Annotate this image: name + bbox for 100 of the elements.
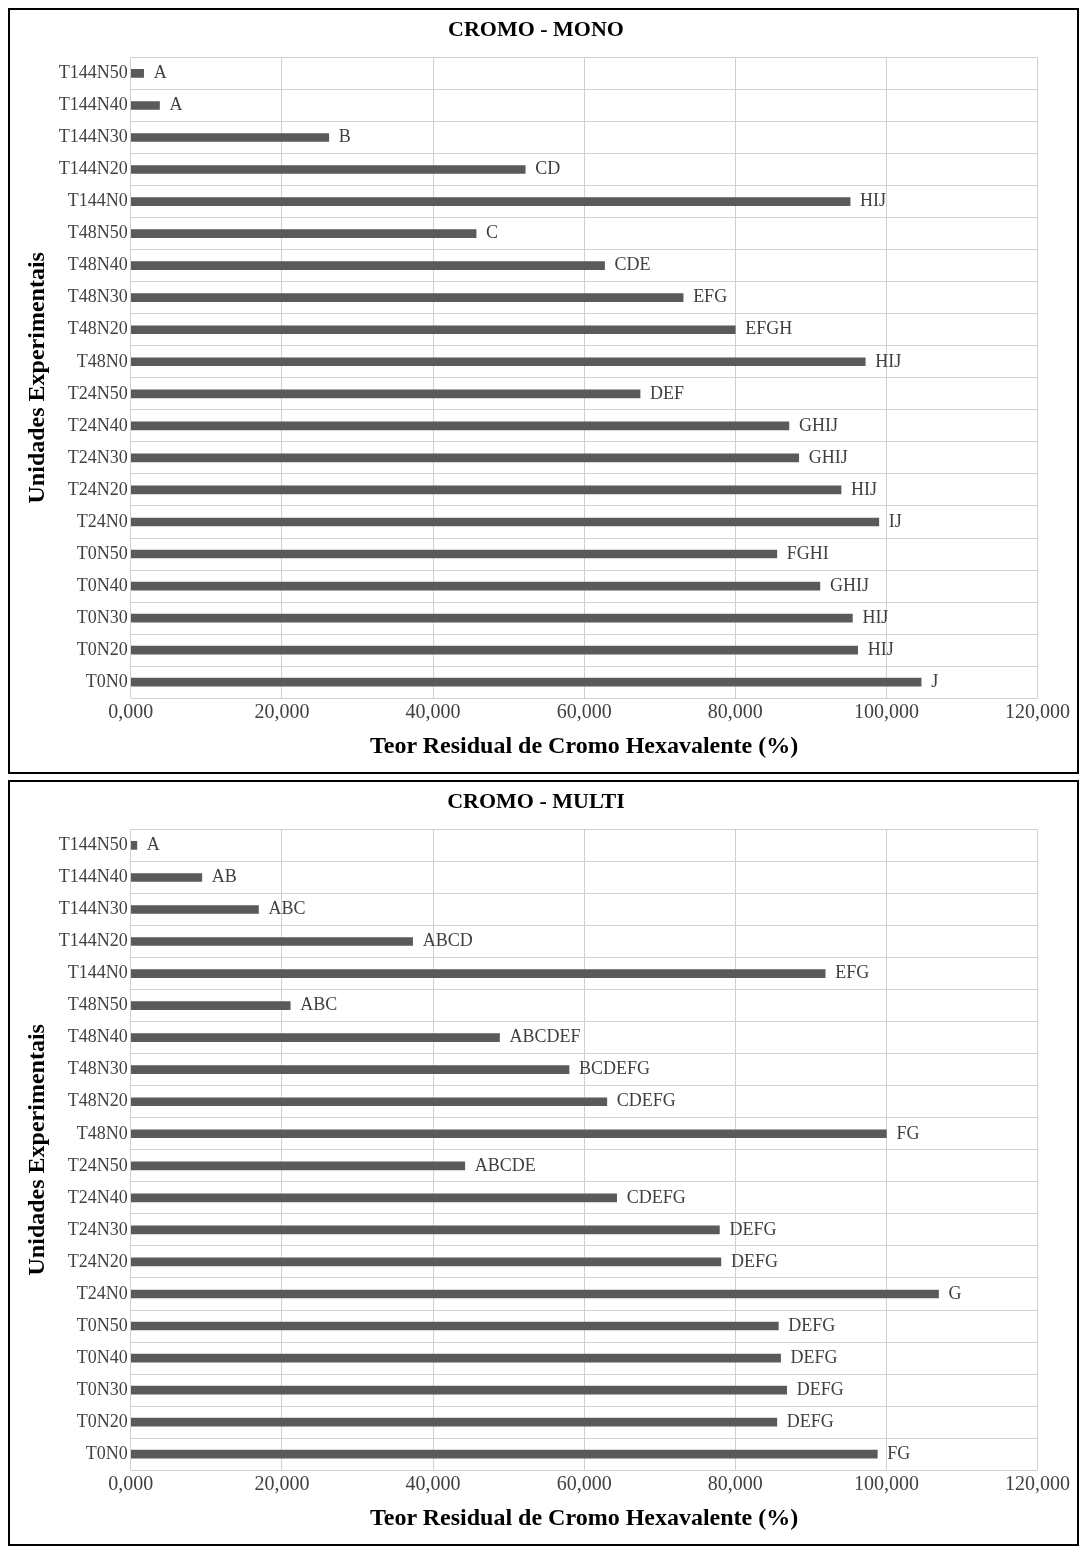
y-tick-label: T48N50: [67, 994, 128, 1015]
y-tick-label: T48N20: [67, 318, 128, 339]
x-tick-label: 100,000: [853, 700, 919, 723]
x-axis-title: Teor Residual de Cromo Hexavalente (%): [370, 731, 799, 758]
y-tick-label: T24N20: [67, 478, 128, 499]
data-label: GHIJ: [798, 414, 838, 435]
bar: [130, 1417, 778, 1427]
data-label: FG: [896, 1122, 920, 1143]
x-tick-label: 120,000: [1005, 700, 1070, 723]
bar: [130, 613, 853, 623]
bar: [130, 1161, 466, 1171]
bar: [130, 517, 880, 527]
y-tick-label: T24N40: [67, 414, 128, 435]
data-label: EFGH: [745, 318, 793, 339]
y-tick-label: T24N50: [67, 1154, 128, 1175]
bar: [130, 1353, 781, 1363]
y-tick-label: T144N0: [67, 962, 128, 983]
bar: [130, 1065, 570, 1075]
bar: [130, 1257, 722, 1267]
y-tick-label: T0N40: [76, 574, 128, 595]
x-tick-label: 40,000: [405, 700, 461, 723]
bar: [130, 645, 858, 655]
y-tick-label: T48N20: [67, 1090, 128, 1111]
data-label: HIJ: [862, 606, 889, 627]
data-label: GHIJ: [808, 446, 848, 467]
bar: [130, 389, 641, 399]
data-label: EFG: [835, 962, 870, 983]
y-tick-label: T0N30: [76, 606, 128, 627]
bar: [130, 485, 842, 495]
bar: [130, 1321, 779, 1331]
data-label: DEF: [650, 382, 685, 403]
data-label: DEFG: [729, 1218, 777, 1239]
bar: [130, 165, 526, 174]
y-tick-label: T24N30: [67, 1218, 128, 1239]
data-label: ABC: [268, 898, 306, 919]
data-label: BCDEFG: [579, 1058, 651, 1079]
y-tick-label: T144N40: [58, 94, 128, 115]
bar: [130, 1129, 887, 1139]
x-tick-label: 80,000: [707, 700, 763, 723]
data-label: A: [146, 834, 160, 855]
bar: [130, 69, 144, 78]
y-tick-label: T144N0: [67, 190, 128, 211]
y-tick-label: T48N30: [67, 286, 128, 307]
y-axis-title: Unidades Experimentais: [22, 252, 49, 504]
y-axis-title: Unidades Experimentais: [22, 1024, 49, 1276]
bar: [130, 677, 922, 687]
x-tick-label: 20,000: [254, 1472, 310, 1495]
y-tick-label: T0N30: [76, 1378, 128, 1399]
x-tick-label: 100,000: [853, 1472, 919, 1495]
x-tick-label: 80,000: [707, 1472, 763, 1495]
bar: [130, 1033, 500, 1042]
bar: [130, 1385, 787, 1395]
data-label: AB: [211, 866, 237, 887]
bar: [130, 325, 736, 335]
data-label: DEFG: [796, 1378, 844, 1399]
data-label: FG: [887, 1442, 911, 1463]
bar: [130, 873, 203, 882]
chart-title: CROMO - MULTI: [447, 787, 625, 813]
bar: [130, 421, 790, 431]
bar: [130, 905, 259, 914]
x-tick-label: 60,000: [556, 1472, 612, 1495]
data-label: A: [169, 94, 183, 115]
bar: [130, 1001, 291, 1010]
data-label: HIJ: [867, 638, 894, 659]
y-tick-label: T0N50: [76, 542, 128, 563]
y-tick-label: T24N20: [67, 1250, 128, 1271]
y-tick-label: T24N0: [76, 510, 128, 531]
y-tick-label: T24N40: [67, 1186, 128, 1207]
bar: [130, 261, 605, 270]
y-tick-label: T48N0: [76, 1122, 128, 1143]
y-tick-label: T48N40: [67, 1026, 128, 1047]
y-tick-label: T24N0: [76, 1282, 128, 1303]
x-tick-label: 0,000: [108, 1472, 154, 1495]
x-tick-label: 120,000: [1005, 1472, 1070, 1495]
y-tick-label: T144N20: [58, 930, 128, 951]
data-label: CDEFG: [626, 1186, 686, 1207]
data-label: DEFG: [788, 1314, 836, 1335]
y-tick-label: T144N50: [58, 834, 128, 855]
data-label: HIJ: [875, 350, 902, 371]
data-label: IJ: [888, 510, 902, 531]
y-tick-label: T48N30: [67, 1058, 128, 1079]
bar: [130, 1449, 878, 1459]
data-label: J: [931, 670, 939, 691]
data-label: ABCDEF: [509, 1026, 581, 1047]
bar: [130, 293, 684, 303]
data-label: DEFG: [786, 1410, 834, 1431]
data-label: ABC: [300, 994, 338, 1015]
data-label: HIJ: [860, 190, 887, 211]
x-tick-label: 20,000: [254, 700, 310, 723]
bar: [130, 1289, 939, 1299]
y-tick-label: T144N40: [58, 866, 128, 887]
data-label: ABCD: [422, 930, 473, 951]
bar: [130, 937, 413, 946]
y-tick-label: T48N0: [76, 350, 128, 371]
data-label: CDE: [614, 254, 651, 275]
y-tick-label: T0N20: [76, 638, 128, 659]
bar: [130, 133, 330, 142]
bar: [130, 549, 778, 559]
bar: [130, 197, 851, 206]
y-tick-label: T24N50: [67, 382, 128, 403]
